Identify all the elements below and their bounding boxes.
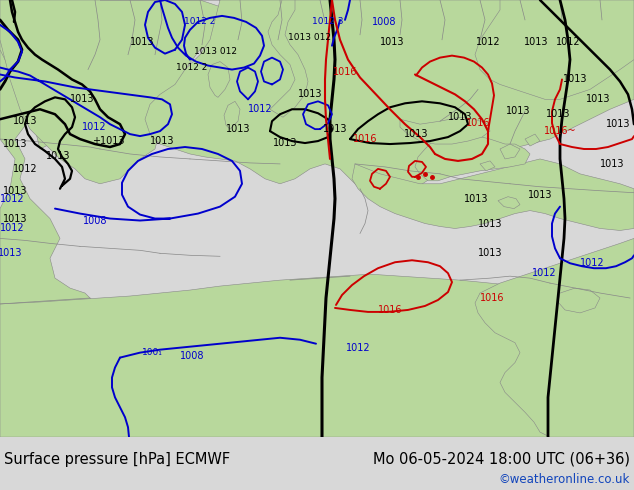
- Polygon shape: [0, 0, 130, 437]
- Text: 1013: 1013: [3, 139, 27, 149]
- Text: 1013: 1013: [546, 109, 570, 119]
- Text: Mo 06-05-2024 18:00 UTC (06+36): Mo 06-05-2024 18:00 UTC (06+36): [373, 452, 630, 467]
- Polygon shape: [558, 288, 600, 313]
- Text: 1016: 1016: [353, 134, 377, 144]
- Text: 1016: 1016: [378, 305, 402, 315]
- Text: 1013: 1013: [600, 159, 624, 169]
- Text: 1013: 1013: [0, 248, 22, 258]
- Polygon shape: [0, 274, 634, 437]
- Text: 1013: 1013: [463, 194, 488, 204]
- Text: Surface pressure [hPa] ECMWF: Surface pressure [hPa] ECMWF: [4, 452, 230, 467]
- Text: +1013: +1013: [92, 136, 124, 146]
- Polygon shape: [498, 196, 520, 209]
- Polygon shape: [475, 0, 634, 99]
- Polygon shape: [500, 144, 520, 159]
- Text: 1008: 1008: [180, 351, 204, 361]
- Text: 1008: 1008: [372, 17, 396, 27]
- Text: 1016: 1016: [333, 67, 357, 76]
- Text: 1013: 1013: [70, 95, 94, 104]
- Text: 1016: 1016: [466, 118, 490, 128]
- Text: 100₁: 100₁: [141, 348, 162, 357]
- Text: 1012: 1012: [532, 268, 556, 278]
- Text: 1013: 1013: [46, 151, 70, 161]
- Text: 1013: 1013: [506, 106, 530, 116]
- Text: 1013: 1013: [323, 124, 347, 134]
- Text: 1013: 1013: [380, 37, 404, 47]
- Text: 1013: 1013: [3, 214, 27, 223]
- Polygon shape: [224, 101, 240, 129]
- Text: 1013: 1013: [226, 124, 250, 134]
- Text: 1008: 1008: [83, 216, 107, 225]
- Polygon shape: [0, 0, 230, 184]
- Text: 1013: 1013: [150, 136, 174, 146]
- Text: 1016: 1016: [480, 293, 504, 303]
- Text: 1013: 1013: [605, 119, 630, 129]
- Text: 1012: 1012: [248, 104, 273, 114]
- Polygon shape: [268, 0, 308, 117]
- Polygon shape: [525, 134, 540, 146]
- Text: 1012: 1012: [82, 122, 107, 132]
- Text: 1012: 1012: [0, 194, 24, 204]
- Text: ©weatheronline.co.uk: ©weatheronline.co.uk: [498, 473, 630, 486]
- Text: 1012: 1012: [555, 37, 580, 47]
- Polygon shape: [352, 159, 634, 230]
- Text: 1013: 1013: [563, 74, 587, 84]
- Text: 1012 2: 1012 2: [176, 63, 208, 72]
- Text: 1012: 1012: [476, 37, 500, 47]
- Text: 1012: 1012: [0, 223, 24, 233]
- Text: 1013 012: 1013 012: [288, 33, 332, 42]
- Text: 1013: 1013: [13, 116, 37, 126]
- Text: 1013: 1013: [478, 248, 502, 258]
- Text: 1013: 1013: [448, 112, 472, 122]
- Text: 1012 3: 1012 3: [313, 17, 344, 26]
- Text: 1013: 1013: [478, 219, 502, 228]
- Text: 1012: 1012: [579, 258, 604, 268]
- Polygon shape: [475, 239, 634, 437]
- Text: 1013: 1013: [524, 37, 548, 47]
- Polygon shape: [400, 117, 490, 144]
- Text: 1013: 1013: [404, 129, 428, 139]
- Text: 1012: 1012: [346, 343, 370, 353]
- Text: 1012: 1012: [13, 164, 37, 174]
- Polygon shape: [415, 129, 530, 181]
- Text: 1013: 1013: [3, 186, 27, 196]
- Text: 1013: 1013: [527, 190, 552, 200]
- Text: 1013: 1013: [586, 95, 611, 104]
- Polygon shape: [0, 0, 95, 149]
- Text: 1013: 1013: [298, 89, 322, 99]
- Polygon shape: [480, 161, 495, 171]
- Polygon shape: [100, 0, 634, 204]
- Text: 1016~: 1016~: [544, 126, 576, 136]
- Polygon shape: [208, 62, 230, 98]
- Text: 1013: 1013: [130, 37, 154, 47]
- Text: 1013 012: 1013 012: [193, 47, 236, 56]
- Text: 1012 2: 1012 2: [184, 17, 216, 26]
- Text: 1013: 1013: [273, 138, 297, 148]
